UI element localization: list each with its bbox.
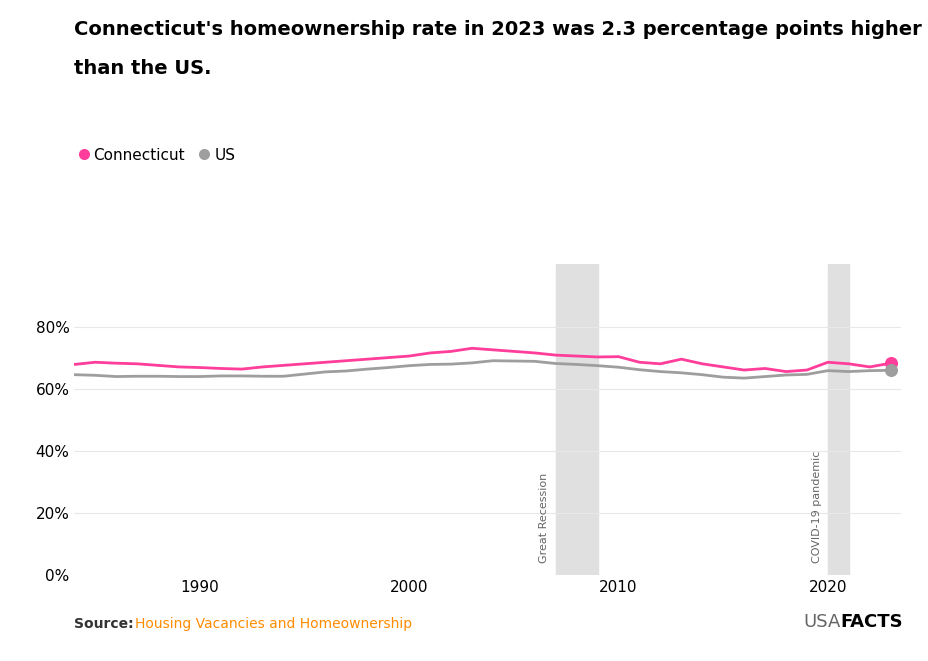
Bar <box>555 264 597 575</box>
Text: Connecticut's homeownership rate in 2023 was 2.3 percentage points higher: Connecticut's homeownership rate in 2023… <box>74 20 922 39</box>
Bar <box>827 264 848 575</box>
Legend: Connecticut, US: Connecticut, US <box>73 141 241 169</box>
Point <box>883 358 897 368</box>
Point <box>883 365 897 375</box>
Text: Housing Vacancies and Homeownership: Housing Vacancies and Homeownership <box>135 617 411 631</box>
Text: COVID-19 pandemic: COVID-19 pandemic <box>811 450 820 563</box>
Text: than the US.: than the US. <box>74 59 212 79</box>
Text: USA: USA <box>803 613 840 631</box>
Text: Source:: Source: <box>74 617 134 631</box>
Text: FACTS: FACTS <box>840 613 902 631</box>
Text: Great Recession: Great Recession <box>539 473 548 563</box>
